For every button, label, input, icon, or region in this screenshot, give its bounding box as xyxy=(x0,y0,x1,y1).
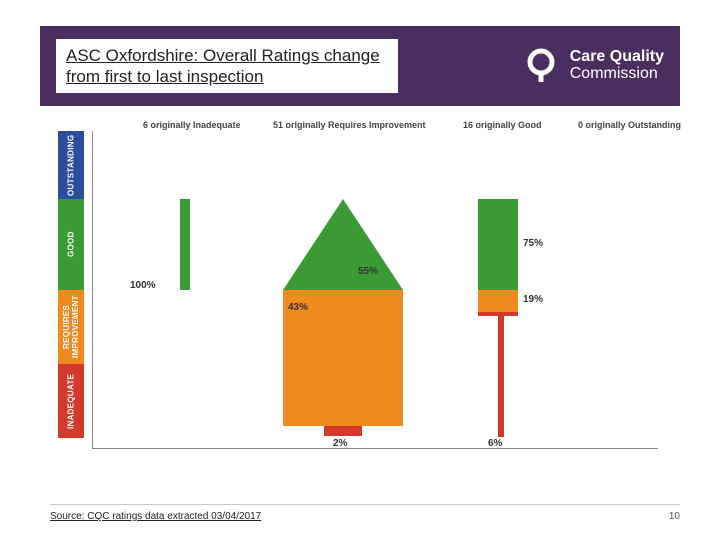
pct-label: 6% xyxy=(488,438,502,449)
slide-title: ASC Oxfordshire: Overall Ratings change … xyxy=(56,39,398,94)
bar-segment xyxy=(478,199,518,290)
bar-tail xyxy=(498,316,504,437)
pct-label: 55% xyxy=(358,266,378,277)
source-text: Source: CQC ratings data extracted 03/04… xyxy=(50,511,261,522)
logo-line-1: Care Quality xyxy=(570,48,664,65)
pct-label: 43% xyxy=(288,302,308,313)
page-number: 10 xyxy=(669,511,680,522)
transition-arrow xyxy=(58,120,658,460)
bar-segment xyxy=(478,290,518,312)
pct-label: 19% xyxy=(523,294,543,305)
ratings-chart: OUTSTANDINGGOODREQUIRES IMPROVEMENTINADE… xyxy=(58,120,658,460)
cqc-logo: Care Quality Commission xyxy=(522,47,664,85)
pct-label: 75% xyxy=(523,238,543,249)
pct-label: 2% xyxy=(333,438,347,449)
cqc-mark-icon xyxy=(522,47,560,85)
logo-line-2: Commission xyxy=(570,65,658,82)
slide-footer: Source: CQC ratings data extracted 03/04… xyxy=(50,504,680,522)
slide-header: ASC Oxfordshire: Overall Ratings change … xyxy=(40,26,680,106)
title-line-2: from first to last inspection xyxy=(66,67,263,86)
cqc-logo-text: Care Quality Commission xyxy=(570,49,664,83)
title-line-1: ASC Oxfordshire: Overall Ratings change xyxy=(66,46,380,65)
